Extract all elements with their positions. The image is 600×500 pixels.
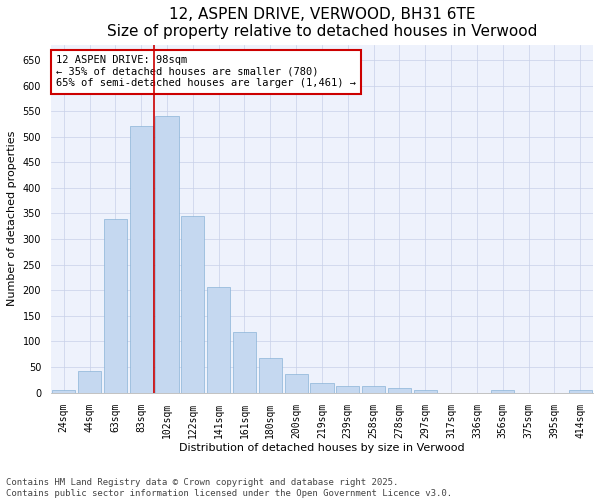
Bar (78, 371, 101, 392)
Bar (259, 358, 282, 392)
Bar (207, 286, 230, 393)
Bar (362, 386, 385, 392)
Title: 12, ASPEN DRIVE, VERWOOD, BH31 6TE
Size of property relative to detached houses : 12, ASPEN DRIVE, VERWOOD, BH31 6TE Size … (107, 7, 537, 40)
Bar (181, 216, 205, 392)
Bar (491, 390, 514, 392)
Bar (233, 332, 256, 392)
Bar (104, 218, 127, 392)
X-axis label: Distribution of detached houses by size in Verwood: Distribution of detached houses by size … (179, 443, 465, 453)
Text: Contains HM Land Registry data © Crown copyright and database right 2025.
Contai: Contains HM Land Registry data © Crown c… (6, 478, 452, 498)
Bar (52, 390, 76, 392)
Bar (284, 374, 308, 392)
Bar (413, 390, 437, 392)
Bar (569, 390, 592, 392)
Bar (336, 386, 359, 392)
Bar (155, 116, 179, 392)
Y-axis label: Number of detached properties: Number of detached properties (7, 131, 17, 306)
Text: 12 ASPEN DRIVE: 98sqm
← 35% of detached houses are smaller (780)
65% of semi-det: 12 ASPEN DRIVE: 98sqm ← 35% of detached … (56, 55, 356, 88)
Bar (130, 126, 153, 392)
Bar (388, 388, 411, 392)
Bar (310, 384, 334, 392)
